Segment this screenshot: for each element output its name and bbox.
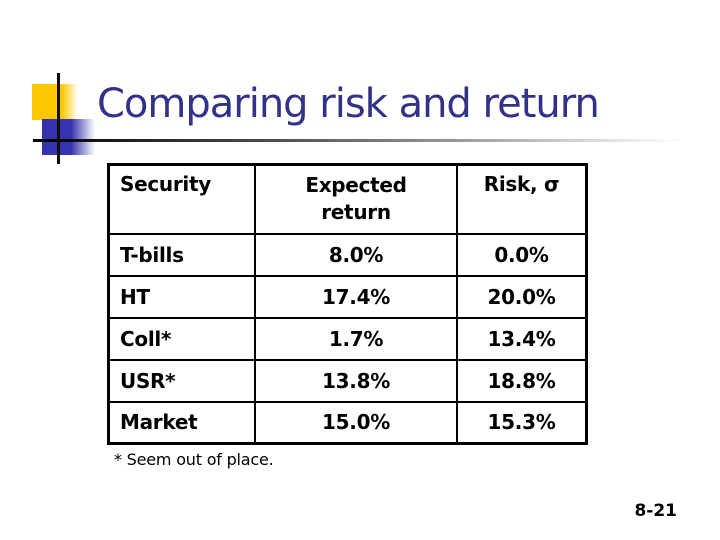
- column-header-security: Security: [107, 163, 256, 235]
- column-header-risk-sigma: Risk, σ: [456, 163, 588, 235]
- footnote: * Seem out of place.: [114, 450, 274, 469]
- table-row-usr: USR* 13.8% 18.8%: [107, 358, 588, 403]
- cell-security: Market: [107, 400, 256, 445]
- cell-risk: 0.0%: [456, 232, 588, 277]
- cell-security: USR*: [107, 358, 256, 403]
- cell-expected-return: 15.0%: [254, 400, 458, 445]
- cell-expected-return: 17.4%: [254, 274, 458, 319]
- table-row-coll: Coll* 1.7% 13.4%: [107, 316, 588, 361]
- column-header-security-label: Security: [120, 172, 211, 196]
- table-row-ht: HT 17.4% 20.0%: [107, 274, 588, 319]
- decoration-vertical-line: [57, 73, 60, 164]
- column-header-risk-sigma-label: Risk, σ: [483, 172, 560, 196]
- cell-expected-return: 1.7%: [254, 316, 458, 361]
- cell-risk: 18.8%: [456, 358, 588, 403]
- cell-risk: 13.4%: [456, 316, 588, 361]
- decoration-blue-square: [42, 119, 95, 155]
- table-row-market: Market 15.0% 15.3%: [107, 400, 588, 445]
- cell-security: Coll*: [107, 316, 256, 361]
- slide-title: Comparing risk and return: [97, 81, 600, 127]
- cell-expected-return: 8.0%: [254, 232, 458, 277]
- table-header-row: Security Expected return Risk, σ: [107, 163, 588, 235]
- risk-return-table: Security Expected return Risk, σ T-bills…: [107, 163, 588, 445]
- table-row-tbills: T-bills 8.0% 0.0%: [107, 232, 588, 277]
- cell-risk: 15.3%: [456, 400, 588, 445]
- decoration-yellow-square: [32, 84, 78, 120]
- cell-security: T-bills: [107, 232, 256, 277]
- cell-expected-return: 13.8%: [254, 358, 458, 403]
- cell-risk: 20.0%: [456, 274, 588, 319]
- cell-security: HT: [107, 274, 256, 319]
- title-divider-line: [33, 139, 689, 142]
- page-number: 8-21: [634, 501, 677, 521]
- column-header-expected-return-label: Expected return: [305, 173, 407, 224]
- column-header-expected-return: Expected return: [254, 163, 458, 235]
